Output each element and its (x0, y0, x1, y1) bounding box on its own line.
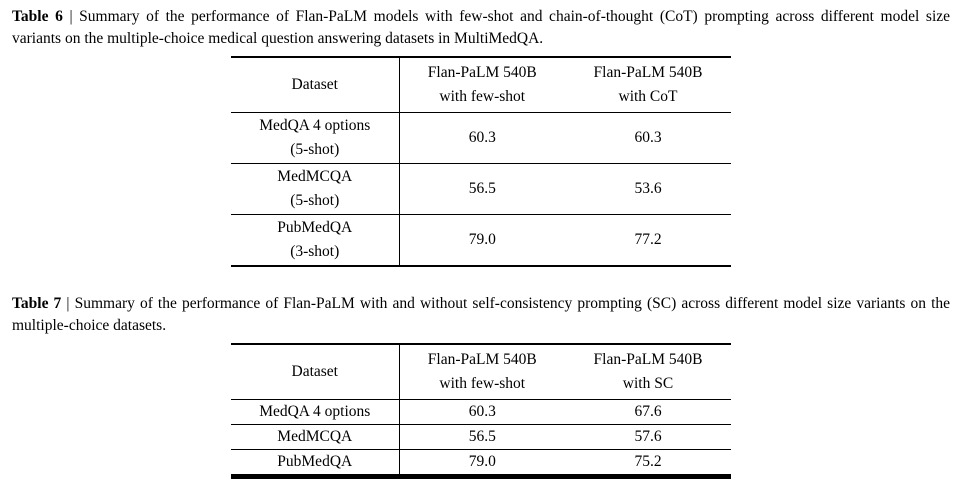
sc-value: 67.6 (634, 403, 662, 420)
sc-value: 75.2 (634, 453, 662, 470)
table-row: MedMCQA (5-shot) 56.5 53.6 (231, 163, 731, 215)
table6-header-fewshot-line1: Flan-PaLM 540B (427, 64, 537, 81)
dataset-cell: PubMedQA (231, 449, 400, 477)
table6-header-fewshot-line2: with few-shot (439, 88, 526, 105)
table7-caption: Table 7 | Summary of the performance of … (12, 293, 950, 337)
table-row: MedQA 4 options 60.3 67.6 (231, 399, 731, 425)
fewshot-value: 56.5 (468, 180, 496, 197)
table-row: MedMCQA 56.5 57.6 (231, 424, 731, 450)
table6-header-dataset: Dataset (231, 57, 400, 113)
fewshot-value: 60.3 (468, 403, 496, 420)
dataset-cell: PubMedQA (3-shot) (231, 214, 400, 266)
dataset-name: MedMCQA (277, 168, 353, 185)
table7-header-sc: Flan-PaLM 540B with SC (565, 344, 731, 400)
fewshot-value: 79.0 (468, 231, 496, 248)
dataset-shots: (5-shot) (290, 192, 340, 209)
table7-header-sc-line1: Flan-PaLM 540B (593, 351, 703, 368)
table6-header-row: Dataset Flan-PaLM 540B with few-shot Fla… (231, 57, 731, 113)
fewshot-value: 60.3 (468, 129, 496, 146)
table6-caption: Table 6 | Summary of the performance of … (12, 6, 950, 50)
table-row: PubMedQA 79.0 75.2 (231, 449, 731, 477)
dataset-cell: MedMCQA (5-shot) (231, 163, 400, 215)
dataset-cell: MedMCQA (231, 424, 400, 450)
table7-caption-label: Table 7 (12, 295, 62, 312)
table7: Dataset Flan-PaLM 540B with few-shot Fla… (231, 343, 731, 479)
table7-header-sc-line2: with SC (622, 375, 674, 392)
cot-value: 53.6 (634, 180, 662, 197)
dataset-cell: MedQA 4 options (231, 399, 400, 425)
table-row: PubMedQA (3-shot) 79.0 77.2 (231, 214, 731, 266)
table7-header-row: Dataset Flan-PaLM 540B with few-shot Fla… (231, 344, 731, 400)
table7-header-fewshot-line2: with few-shot (439, 375, 526, 392)
table7-header-dataset: Dataset (231, 344, 400, 400)
cot-value: 60.3 (634, 129, 662, 146)
fewshot-value: 79.0 (468, 453, 496, 470)
table7-caption-text: | Summary of the performance of Flan-PaL… (12, 295, 951, 334)
cot-value: 77.2 (634, 231, 662, 248)
table7-header-fewshot: Flan-PaLM 540B with few-shot (399, 344, 565, 400)
dataset-shots: (5-shot) (290, 141, 340, 158)
table7-header-fewshot-line1: Flan-PaLM 540B (427, 351, 537, 368)
dataset-name: MedQA 4 options (259, 117, 371, 134)
table6-header-cot-line2: with CoT (618, 88, 678, 105)
table6-caption-text: | Summary of the performance of Flan-PaL… (12, 8, 951, 47)
dataset-name: PubMedQA (277, 219, 353, 236)
table6-header-cot-line1: Flan-PaLM 540B (593, 64, 703, 81)
dataset-cell: MedQA 4 options (5-shot) (231, 112, 400, 164)
table6-caption-label: Table 6 (12, 8, 63, 25)
sc-value: 57.6 (634, 428, 662, 445)
table-row: MedQA 4 options (5-shot) 60.3 60.3 (231, 112, 731, 164)
dataset-shots: (3-shot) (290, 243, 340, 260)
fewshot-value: 56.5 (468, 428, 496, 445)
table6-header-fewshot: Flan-PaLM 540B with few-shot (399, 57, 565, 113)
table6-header-cot: Flan-PaLM 540B with CoT (565, 57, 731, 113)
table6: Dataset Flan-PaLM 540B with few-shot Fla… (231, 56, 731, 267)
